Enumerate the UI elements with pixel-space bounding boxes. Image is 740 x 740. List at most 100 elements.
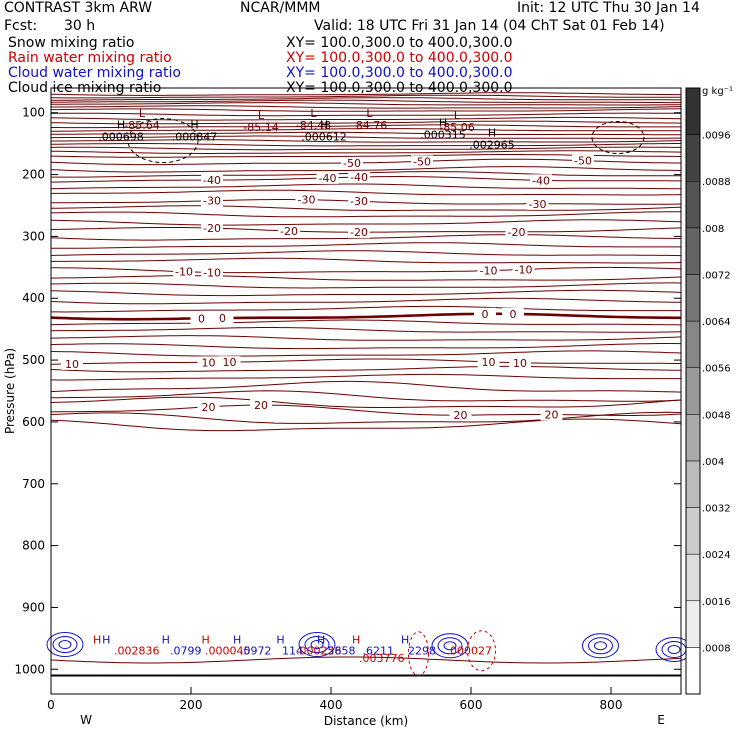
cloud-water-contour [310, 640, 324, 650]
isotherm [50, 380, 682, 393]
y-tick-label: 900 [22, 600, 45, 614]
isotherm [50, 183, 682, 190]
isotherm-label: -20 [280, 225, 298, 238]
cloud-ice-contour [127, 118, 199, 164]
isotherm-label-bg [474, 307, 496, 320]
isotherm-label: -10 [515, 263, 533, 276]
field-name-rain: Rain water mixing ratio [8, 50, 172, 66]
x-tick-label: 200 [180, 698, 203, 712]
extremum-marker: H [117, 118, 125, 131]
isotherm-label-bg [509, 356, 531, 369]
isotherm-label: 20 [545, 409, 559, 422]
y-tick-label: 400 [22, 291, 45, 305]
y-tick-label: 300 [22, 229, 45, 243]
low-level-label: H [93, 633, 101, 646]
plot-frame [50, 87, 682, 695]
colorbar-bin [685, 227, 701, 275]
isotherm-20 [50, 404, 682, 416]
extremum-value: -85.14 [243, 121, 278, 134]
low-level-label: H [276, 633, 284, 646]
isotherm-label-bg [348, 195, 370, 208]
colorbar-bin [685, 274, 701, 322]
isotherm [51, 257, 682, 264]
cloud-water-contour [588, 637, 613, 655]
isotherm-upper [51, 108, 682, 112]
init-time: Init: 12 UTC Thu 30 Jan 14 [517, 0, 700, 16]
isotherm-label: -30 [298, 194, 316, 207]
isotherm [50, 275, 682, 281]
isotherm [51, 205, 682, 211]
low-level-label: .0799 [170, 644, 202, 657]
isotherm-label-bg [295, 193, 318, 206]
x-tick-label: 400 [320, 698, 343, 712]
y-tick-label: 200 [22, 168, 45, 182]
isotherm-label: 20 [202, 401, 216, 414]
low-level-label: 2298 [408, 644, 436, 657]
isotherm-label-bg [173, 265, 195, 278]
isotherm [51, 242, 681, 249]
isotherm-upper [51, 94, 681, 99]
cloud-water-contour [582, 633, 619, 659]
low-level-label: H [401, 633, 409, 646]
cloud-water-contour [304, 636, 330, 654]
extremum-marker: L [139, 107, 146, 120]
colorbar-bin [685, 134, 701, 182]
colorbar-tick-label: .0024 [702, 550, 731, 561]
colorbar-tick-label: .0056 [702, 364, 731, 375]
low-level-label: .6211 [363, 644, 395, 657]
isotherm-label-bg [197, 356, 220, 369]
isotherm-label: -50 [413, 155, 431, 168]
colorbar-tick-label: .0088 [702, 177, 731, 188]
isotherm-10 [50, 358, 681, 365]
isotherm [50, 289, 682, 297]
isotherm-upper [51, 139, 682, 143]
colorbar-frame [685, 87, 701, 695]
isotherm-upper [50, 128, 681, 132]
isotherm [50, 327, 682, 333]
extremum-marker: L [366, 107, 373, 120]
isotherm-label: -40 [532, 174, 550, 187]
extremum-marker: H [320, 118, 328, 131]
isotherm-label: 0 [219, 312, 226, 325]
isotherm-upper [50, 92, 681, 96]
isotherm-label: -40 [203, 174, 221, 187]
cloud-water-contour [52, 636, 78, 654]
isotherm [50, 250, 682, 257]
isotherm-upper [50, 146, 681, 151]
cloud-water-contour [437, 637, 463, 655]
isotherm-upper [50, 112, 682, 117]
low-level-label: .5858 [324, 644, 356, 657]
isotherm-upper [51, 105, 682, 109]
extremum-value: .000315 [420, 129, 466, 142]
colorbar-bin [685, 180, 701, 229]
low-level-label: .0972 [240, 644, 272, 657]
isotherm-label-bg [505, 225, 528, 238]
colorbar-tick-label: .0008 [702, 643, 731, 654]
isotherm-upper [50, 116, 682, 121]
colorbar-bin [685, 553, 701, 602]
isotherm-label: -20 [508, 226, 526, 239]
low-level-label: H [102, 633, 110, 646]
isotherm-upper [51, 131, 682, 136]
colorbar-unit: g kg⁻¹ [702, 86, 733, 97]
isotherm [51, 189, 682, 196]
isotherm-label: 0 [510, 308, 517, 321]
isotherm-label-bg [572, 154, 594, 167]
extremum-marker: H [190, 118, 198, 131]
forecast-label: Fcst: [4, 18, 38, 34]
isotherm-upper [51, 135, 681, 139]
extremum-value: -84.76 [352, 119, 387, 132]
isotherm-upper [50, 143, 681, 147]
isotherm--10 [51, 266, 682, 274]
isotherm-label: -50 [574, 155, 592, 168]
low-level-label: .000226 [296, 644, 342, 657]
isotherm [50, 365, 681, 373]
field-xy-cloud-water: XY= 100.0,300.0 to 400.0,300.0 [286, 65, 513, 81]
isotherm-label: 20 [454, 409, 468, 422]
isotherm-label: 10 [65, 358, 79, 371]
extremum-marker: L [454, 109, 461, 122]
isotherm-label: -10 [175, 266, 193, 279]
cloud-water-contour [667, 644, 681, 654]
cloud-water-contour [661, 640, 687, 658]
x-tick-label: 600 [460, 698, 483, 712]
